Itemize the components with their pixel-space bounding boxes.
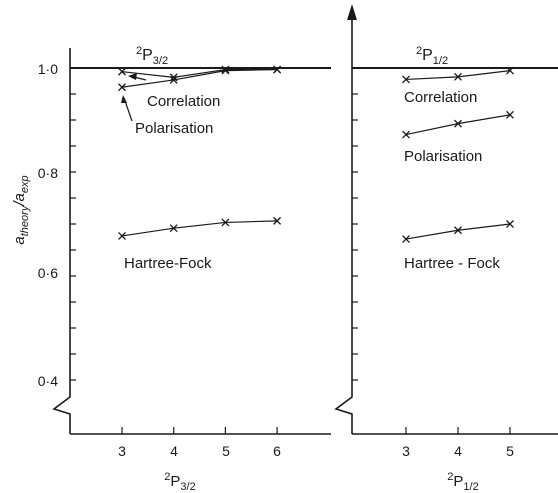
panel-right-y-axis <box>334 14 353 434</box>
panel-right: 2P1/2 3 4 5 2P1/2 Correlation Polarisati… <box>334 4 558 493</box>
series-line <box>405 114 511 136</box>
panel-left-x-tick-label: 3 <box>118 443 126 459</box>
panel-left-x-axis-label: 2P3/2 <box>164 471 195 493</box>
series-label-hartree-fock-right: Hartree - Fock <box>404 255 500 272</box>
panel-left-x-tick-label: 5 <box>222 443 230 459</box>
series-line <box>405 223 511 240</box>
series-label-correlation-right: Correlation <box>404 89 477 106</box>
panel-right-x-tick-label: 5 <box>506 443 514 459</box>
data-point <box>454 119 462 128</box>
panel-right-y-axis-arrowhead <box>347 4 357 20</box>
panel-left-title: 2P3/2 <box>136 45 168 67</box>
panel-left-x-tick-label: 6 <box>273 443 281 459</box>
panel-right-title: 2P1/2 <box>416 45 448 67</box>
panel-left-y-tick-label: 0·4 <box>38 373 58 389</box>
data-point <box>221 65 230 74</box>
panel-right-x-tick-label: 3 <box>402 443 410 459</box>
panel-left-y-tick-label: 0·8 <box>38 165 58 181</box>
panel-left: 2P3/2 0·4 0·6 0·8 1·0 atheory/aexp 3 4 5… <box>11 45 331 493</box>
data-point <box>454 72 462 81</box>
panel-left-x-tick-label: 4 <box>170 443 178 459</box>
data-point <box>118 232 126 240</box>
data-point <box>118 67 126 76</box>
panel-right-x-tick-label: 4 <box>454 443 462 459</box>
panel-left-y-axis <box>52 48 71 434</box>
data-point <box>506 110 514 119</box>
panel-left-y-axis-label: atheory/aexp <box>11 175 31 244</box>
data-point <box>169 224 178 233</box>
panel-left-y-tick-label: 1·0 <box>38 61 58 77</box>
data-point <box>221 66 230 75</box>
panel-right-x-axis-label: 2P1/2 <box>447 471 478 493</box>
data-point <box>169 76 178 84</box>
polarisation-arrowhead <box>121 95 127 103</box>
data-point <box>273 216 282 225</box>
data-point <box>402 75 410 84</box>
data-point <box>402 130 410 139</box>
series-line <box>121 220 278 237</box>
series-label-polarisation-left: Polarisation <box>135 120 213 137</box>
data-point <box>506 220 514 228</box>
data-point <box>273 65 282 74</box>
series-line <box>405 70 511 81</box>
data-point <box>454 226 462 235</box>
series-label-hartree-fock-left: Hartree-Fock <box>124 255 212 272</box>
panel-left-y-tick-label: 0·6 <box>38 265 58 281</box>
data-point <box>221 218 230 227</box>
panel-right-plot-area <box>352 66 514 434</box>
data-point <box>402 235 410 244</box>
correlation-arrowhead <box>128 73 137 80</box>
series-label-correlation-left: Correlation <box>147 93 220 110</box>
data-point <box>506 66 514 75</box>
panel-left-plot-area <box>70 65 282 434</box>
data-point <box>118 83 126 92</box>
series-label-polarisation-right: Polarisation <box>404 148 482 165</box>
series-line <box>121 68 278 78</box>
series-line <box>121 68 278 88</box>
